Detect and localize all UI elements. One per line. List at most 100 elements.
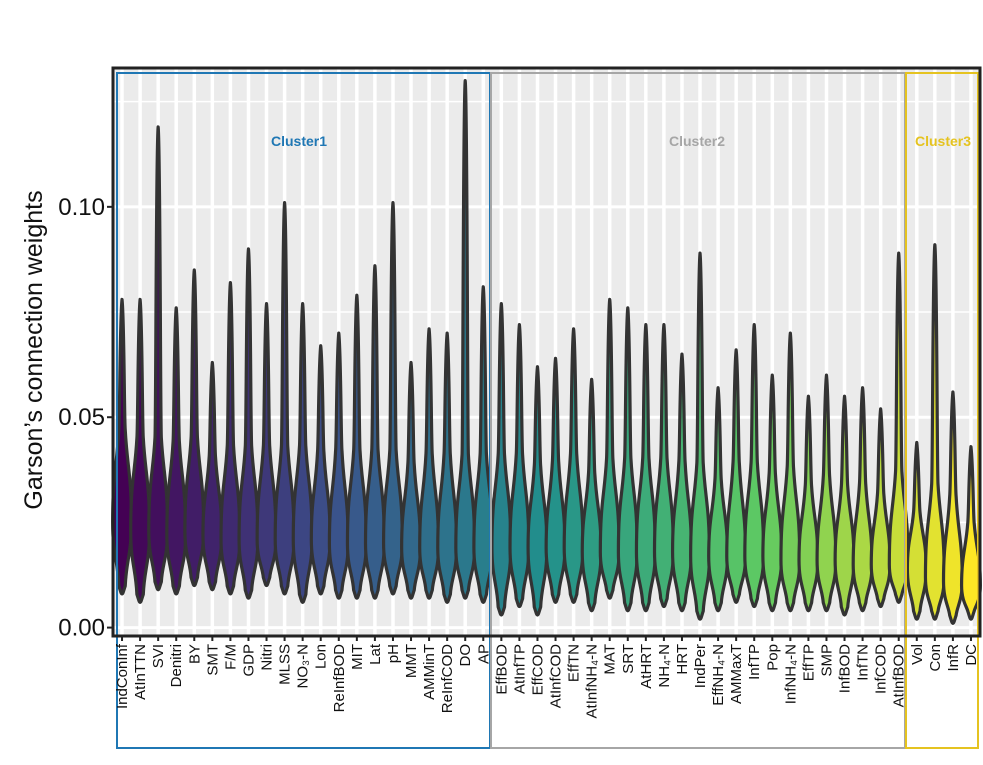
violin-21 [490, 302, 513, 617]
x-tick-label: ReInfBOD [331, 644, 348, 713]
x-tick-label: Denitri [168, 644, 185, 687]
violin-34 [725, 348, 748, 604]
x-tick-label: EffTP [800, 644, 817, 681]
x-tick-label: Lon [313, 644, 330, 669]
x-tick-label: pH [385, 644, 402, 663]
violin-45 [923, 243, 946, 621]
x-tick-label: MLSS [277, 644, 294, 685]
x-tick-label: EffTN [566, 644, 583, 682]
x-tick-label: SMT [204, 644, 221, 676]
x-tick-label: NO₃-N [295, 644, 312, 688]
x-tick-label: EffNH₄-N [710, 644, 727, 706]
cluster-label-1: Cluster1 [271, 133, 327, 149]
x-tick-label: SRT [620, 644, 637, 674]
violin-42 [869, 407, 892, 609]
violin-28 [616, 306, 639, 613]
violin-1 [129, 297, 152, 604]
violin-24 [544, 356, 567, 604]
violin-22 [508, 323, 531, 609]
x-tick-label: MIT [349, 644, 366, 670]
x-tick-label: SVI [150, 644, 167, 668]
x-tick-label: AMMinT [421, 644, 438, 700]
violin-7 [237, 247, 260, 600]
violin-25 [562, 327, 585, 604]
x-tick-label: AP [475, 644, 492, 664]
violin-47 [959, 445, 982, 621]
x-tick-label: AtInfTP [511, 644, 528, 694]
cluster-label-3: Cluster3 [915, 133, 971, 149]
violin-39 [815, 373, 838, 613]
x-tick-label: AMMaxT [728, 644, 745, 704]
x-tick-label: AtHRT [638, 644, 655, 689]
x-tick-label: Lat [367, 643, 384, 665]
violin-14 [363, 264, 386, 600]
x-tick-label: InfR [945, 644, 962, 672]
violin-11 [309, 344, 332, 596]
violin-6 [219, 280, 242, 596]
violin-29 [634, 323, 657, 613]
x-tick-label: InfTP [746, 644, 763, 680]
x-tick-label: F/M [222, 644, 239, 670]
x-tick-label: IndPer [692, 644, 709, 688]
violin-32 [689, 251, 712, 621]
x-tick-label: BY [186, 644, 203, 664]
violin-5 [201, 360, 224, 592]
x-tick-label: Vol [909, 644, 926, 665]
x-tick-label: Nitri [259, 644, 276, 671]
violin-13 [345, 293, 368, 600]
x-tick-label: ReInfCOD [439, 644, 456, 713]
violin-40 [833, 394, 856, 617]
violin-20 [472, 285, 495, 604]
violin-31 [670, 352, 693, 613]
x-tick-label: SMP [818, 644, 835, 677]
y-tick-label: 0.10 [58, 194, 105, 221]
violin-3 [165, 306, 188, 596]
violin-series [111, 79, 982, 625]
violin-37 [779, 331, 802, 613]
violin-46 [941, 390, 964, 625]
violin-36 [761, 373, 784, 613]
violin-18 [436, 331, 459, 604]
x-tick-label: HRT [674, 644, 691, 675]
violin-44 [905, 440, 928, 621]
violin-23 [526, 365, 549, 617]
x-tick-label: InfCOD [873, 644, 890, 694]
violin-17 [418, 327, 441, 600]
violin-33 [707, 386, 730, 613]
y-axis: 0.00 0.05 0.10 [58, 194, 113, 642]
y-tick-label: 0.00 [58, 615, 105, 642]
x-tick-label: InfTN [855, 644, 872, 681]
x-tick-label: AtInTTN [132, 644, 149, 700]
violin-26 [580, 377, 603, 613]
violin-10 [291, 302, 314, 604]
panel-border [111, 66, 982, 638]
x-tick-label: EffBOD [493, 644, 510, 695]
violin-43 [887, 251, 910, 604]
cluster-label-2: Cluster2 [669, 133, 725, 149]
x-tick-label: InfNH₄-N [782, 644, 799, 704]
x-tick-label: GDP [240, 644, 257, 677]
x-tick-label: Con [927, 644, 944, 672]
violin-19 [454, 79, 477, 600]
violin-38 [797, 394, 820, 613]
x-tick-label: AtInfBOD [891, 644, 908, 708]
violin-8 [255, 302, 278, 588]
x-tick-label: DC [963, 644, 980, 666]
violin-41 [851, 386, 874, 613]
x-tick-label: NH₄-N [656, 644, 673, 688]
x-tick-label: MAT [602, 644, 619, 675]
violin-4 [183, 268, 206, 588]
y-tick-label: 0.05 [58, 404, 105, 431]
x-tick-label: AtInfNH₄-N [584, 644, 601, 718]
cluster-boxes: Cluster1 Cluster2 Cluster3 [116, 72, 979, 749]
x-tick-label: DO [457, 644, 474, 667]
cluster-box-3 [905, 72, 979, 749]
violin-2 [147, 125, 170, 592]
violin-9 [273, 201, 296, 596]
violin-16 [400, 360, 423, 600]
violin-27 [598, 297, 621, 600]
x-tick-label: IndConInf [114, 643, 131, 709]
violin-35 [743, 323, 766, 609]
x-tick-label: Pop [764, 644, 781, 671]
